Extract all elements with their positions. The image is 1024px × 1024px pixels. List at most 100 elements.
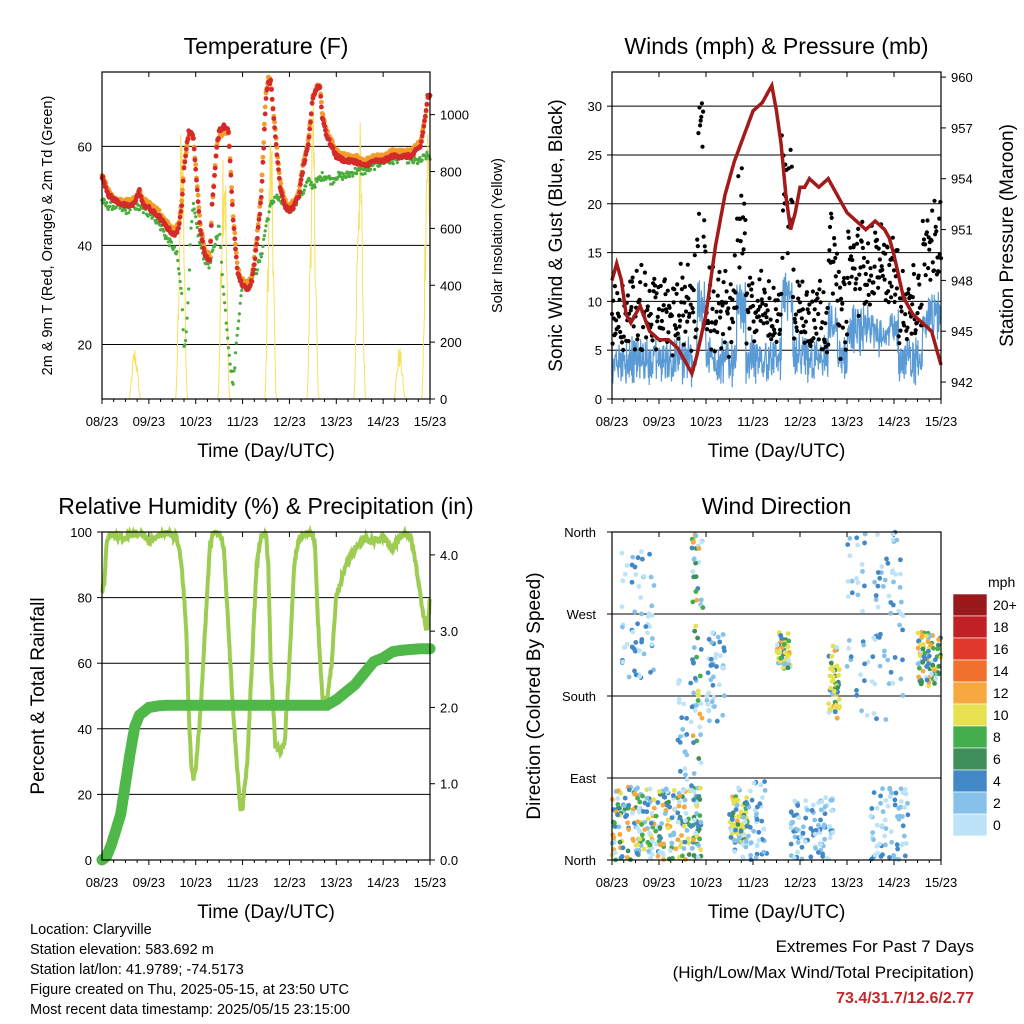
- gust-point: [616, 324, 621, 330]
- direction-point: [620, 845, 626, 851]
- direction-point: [917, 653, 923, 659]
- direction-point: [635, 785, 640, 791]
- direction-point: [626, 787, 632, 793]
- data-point: [225, 328, 229, 332]
- data-point: [137, 208, 142, 212]
- gust-point: [800, 279, 805, 284]
- direction-point: [690, 845, 695, 851]
- gust-point: [772, 331, 777, 336]
- data-point: [214, 145, 220, 150]
- y-tick-label: 100: [70, 525, 92, 540]
- data-point: [290, 206, 296, 211]
- direction-point: [920, 668, 926, 674]
- direction-point: [630, 554, 636, 560]
- direction-point: [926, 683, 931, 689]
- direction-point: [720, 712, 726, 718]
- direction-point: [873, 597, 879, 603]
- gust-point: [922, 262, 927, 267]
- y-tick-label: 30: [588, 99, 602, 114]
- direction-point: [690, 569, 696, 574]
- gust-point: [742, 201, 747, 206]
- x-tick-label: 11/23: [227, 875, 259, 890]
- data-point: [232, 236, 238, 242]
- direction-point: [829, 653, 835, 659]
- gust-point: [771, 285, 776, 290]
- data-point: [200, 238, 206, 244]
- direction-point: [622, 795, 628, 801]
- data-point: [308, 111, 314, 117]
- gust-point: [837, 285, 843, 290]
- gust-point: [797, 283, 802, 288]
- series-total-rainfall: [96, 643, 436, 866]
- data-point: [187, 287, 191, 291]
- data-point: [229, 185, 235, 191]
- gust-point: [830, 291, 836, 296]
- gust-point: [873, 230, 878, 235]
- direction-point: [612, 824, 618, 829]
- y-axis-label: Direction (Colored By Speed): [524, 572, 545, 819]
- gust-point: [899, 309, 904, 314]
- direction-point: [636, 584, 642, 589]
- data-point: [369, 167, 373, 172]
- colorbar-label: 18: [993, 619, 1009, 635]
- direction-point: [823, 795, 829, 801]
- gust-point: [905, 325, 910, 330]
- direction-point: [659, 821, 665, 826]
- data-point: [273, 142, 279, 147]
- data-point: [302, 158, 308, 163]
- data-point: [332, 180, 336, 184]
- gust-point: [835, 298, 840, 303]
- gust-point: [681, 342, 686, 347]
- direction-point: [846, 646, 851, 651]
- series-gust: [609, 101, 944, 361]
- direction-point: [900, 657, 905, 663]
- data-point: [407, 161, 411, 165]
- gust-point: [871, 291, 877, 296]
- direction-point: [929, 671, 934, 677]
- gust-point: [853, 287, 858, 292]
- data-point: [278, 181, 284, 187]
- data-point: [275, 160, 281, 165]
- gust-point: [876, 285, 881, 290]
- direction-point: [752, 807, 758, 813]
- direction-point: [936, 663, 942, 669]
- direction-point: [847, 536, 853, 541]
- data-point: [348, 174, 352, 179]
- direction-point: [870, 830, 876, 835]
- data-point: [136, 203, 140, 207]
- data-point: [176, 267, 181, 271]
- direction-point: [756, 829, 762, 835]
- gust-point: [836, 269, 841, 274]
- direction-point: [639, 822, 644, 827]
- direction-point: [734, 818, 740, 824]
- gust-point: [730, 320, 736, 325]
- gust-point: [715, 330, 720, 335]
- gust-point: [679, 287, 685, 292]
- direction-point: [885, 560, 891, 566]
- gust-point: [880, 267, 885, 272]
- direction-point: [762, 779, 767, 784]
- direction-point: [774, 649, 780, 655]
- direction-point: [720, 632, 726, 637]
- gust-point: [923, 273, 928, 278]
- gust-point: [864, 299, 869, 304]
- gust-point: [773, 307, 779, 312]
- direction-point: [936, 637, 941, 642]
- direction-point: [662, 811, 668, 816]
- data-point: [259, 255, 263, 259]
- gust-point: [877, 257, 883, 262]
- direction-point: [883, 717, 889, 722]
- extremes-panel: Extremes For Past 7 Days (High/Low/Max W…: [673, 934, 974, 1012]
- data-point: [260, 159, 266, 165]
- direction-point: [640, 556, 645, 562]
- data-point: [248, 282, 253, 288]
- gust-point: [775, 318, 780, 324]
- direction-point: [740, 841, 746, 847]
- data-point: [361, 172, 365, 176]
- colorbar-swatch: [952, 593, 988, 617]
- data-point: [365, 168, 369, 173]
- direction-point: [890, 537, 896, 543]
- gust-point: [824, 310, 829, 315]
- data-point: [219, 245, 223, 250]
- data-point: [274, 152, 280, 158]
